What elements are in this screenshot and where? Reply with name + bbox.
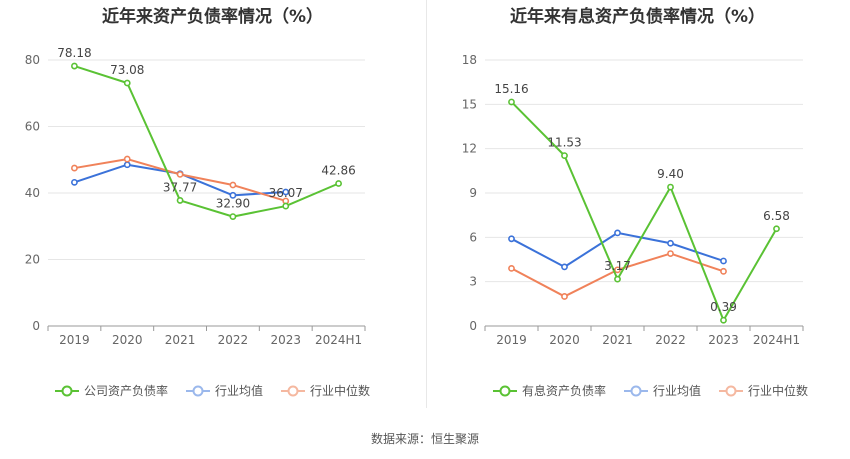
x-tick-label: 2024H1 — [315, 333, 362, 347]
legend-item-interest-company[interactable]: 有息资产负债率 — [493, 382, 606, 399]
data-point — [282, 188, 290, 196]
data-label: 42.86 — [321, 163, 355, 177]
data-point — [123, 79, 131, 87]
data-label: 73.08 — [110, 63, 144, 77]
data-point — [508, 264, 515, 272]
data-label: 37.77 — [163, 180, 197, 194]
legend-swatch-interest-company — [493, 385, 517, 396]
chart-title-interest-debt-ratio: 近年来有息资产负债率情况（%） — [509, 7, 766, 27]
data-point — [614, 266, 621, 274]
data-label: 32.90 — [216, 197, 250, 211]
chart-interest: 0 3 6 9 12 15 18 2019 2020 2021 2022 2023 2024H1 15.1… — [462, 53, 804, 347]
data-point — [71, 178, 78, 186]
data-point — [282, 202, 290, 210]
legend-interest-debt-ratio: 有息资产负债率 行业均值 行业中位数 — [493, 382, 826, 399]
legend-label-industry-mean: 行业均值 — [215, 384, 264, 398]
data-label: 15.16 — [494, 82, 528, 96]
data-label: 3.17 — [604, 259, 631, 273]
data-point — [667, 239, 674, 247]
data-point — [229, 213, 237, 221]
series-line-interest-0 — [510, 101, 778, 322]
legend-item-interest-industry-median[interactable]: 行业中位数 — [719, 382, 808, 399]
legend-label-interest-industry-median: 行业中位数 — [748, 384, 809, 398]
x-tick-label: 2022 — [655, 333, 686, 347]
data-label: 36.07 — [269, 186, 303, 200]
x-tick-label: 2020 — [549, 333, 580, 347]
panel-divider — [426, 0, 427, 408]
legend-item-company[interactable]: 公司资产负债率 — [55, 382, 168, 399]
y-tick-label: 15 — [462, 97, 477, 111]
x-tick-label: 2021 — [165, 333, 196, 347]
x-tick-label: 2019 — [496, 333, 527, 347]
y-tick-label: 9 — [469, 186, 477, 200]
x-tick-label: 2023 — [708, 333, 739, 347]
y-tick-label: 18 — [462, 53, 477, 67]
y-tick-label: 80 — [25, 53, 40, 67]
y-tick-label: 60 — [25, 120, 40, 134]
legend-swatch-interest-industry-mean — [624, 385, 649, 396]
data-point — [508, 98, 515, 106]
data-point — [335, 180, 342, 187]
data-point — [667, 183, 674, 191]
x-tick-label: 2021 — [602, 333, 633, 347]
x-tick-label: 2022 — [218, 333, 249, 347]
legend-label-industry-median: 行业中位数 — [310, 384, 371, 398]
data-point — [773, 225, 780, 233]
data-point — [561, 152, 568, 160]
data-point — [176, 197, 184, 204]
data-point — [71, 164, 78, 172]
data-label: 0.39 — [710, 300, 737, 314]
x-tick-label: 2023 — [270, 333, 301, 347]
x-tick-label: 2019 — [59, 333, 90, 347]
data-point — [667, 250, 674, 257]
data-point — [561, 263, 568, 271]
data-point — [614, 275, 621, 283]
legend-item-industry-median[interactable]: 行业中位数 — [281, 382, 370, 399]
legend-debt-ratio: 公司资产负债率 行业均值 行业中位数 — [55, 382, 388, 399]
y-tick-label: 0 — [469, 319, 477, 333]
y-tick-label: 20 — [25, 253, 40, 267]
data-point — [123, 155, 131, 163]
chart-title-debt-ratio: 近年来资产负债率情况（%） — [101, 7, 324, 27]
data-point — [123, 161, 131, 169]
legend-label-interest-industry-mean: 行业均值 — [653, 384, 702, 398]
legend-swatch-interest-industry-median — [719, 385, 744, 396]
y-tick-label: 40 — [25, 186, 40, 200]
data-point — [71, 62, 78, 70]
data-point — [561, 293, 568, 300]
data-point — [229, 181, 237, 189]
x-tick-label: 2024H1 — [753, 333, 800, 347]
chart-debt: 0 20 40 60 80 2019 2020 2021 2022 2023 2024H1 78.18… — [25, 46, 366, 347]
series-line-debt-0 — [74, 65, 339, 218]
legend-swatch-company — [55, 385, 79, 396]
data-point — [720, 267, 727, 275]
y-tick-label: 3 — [469, 275, 477, 289]
legend-swatch-industry-mean — [186, 385, 211, 396]
data-point — [614, 229, 621, 237]
data-label: 6.58 — [763, 209, 790, 223]
data-label: 11.53 — [547, 136, 581, 150]
data-label: 9.40 — [657, 167, 684, 181]
y-tick-label: 0 — [32, 319, 40, 333]
legend-label-interest-company: 有息资产负债率 — [522, 384, 607, 398]
data-point — [508, 235, 515, 243]
y-tick-label: 12 — [462, 142, 477, 156]
x-tick-label: 2020 — [112, 333, 143, 347]
source-note: 数据来源：恒生聚源 — [370, 432, 479, 446]
legend-swatch-industry-median — [281, 385, 306, 396]
data-point — [176, 170, 184, 178]
data-label: 78.18 — [57, 46, 91, 60]
legend-label-company: 公司资产负债率 — [84, 384, 169, 398]
legend-item-interest-industry-mean[interactable]: 行业均值 — [624, 382, 701, 399]
data-point — [720, 257, 727, 265]
y-tick-label: 6 — [469, 230, 477, 244]
data-point — [229, 191, 237, 199]
data-point — [720, 316, 727, 324]
legend-item-industry-mean[interactable]: 行业均值 — [186, 382, 263, 399]
